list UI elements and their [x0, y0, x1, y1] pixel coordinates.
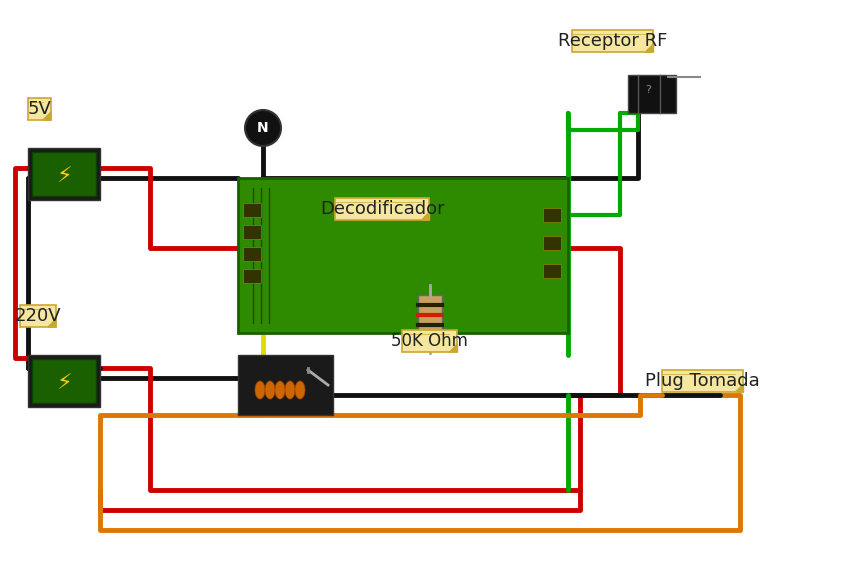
- FancyBboxPatch shape: [402, 330, 457, 352]
- Text: N: N: [257, 121, 269, 135]
- Ellipse shape: [265, 381, 275, 399]
- Text: 5V: 5V: [27, 100, 51, 118]
- Text: Decodificador: Decodificador: [320, 200, 444, 218]
- Polygon shape: [449, 344, 457, 352]
- FancyBboxPatch shape: [543, 236, 561, 250]
- FancyBboxPatch shape: [243, 203, 261, 217]
- FancyBboxPatch shape: [32, 359, 96, 403]
- Circle shape: [245, 110, 281, 146]
- FancyBboxPatch shape: [20, 305, 56, 327]
- Polygon shape: [43, 112, 51, 120]
- Text: Receptor RF: Receptor RF: [558, 32, 668, 50]
- FancyBboxPatch shape: [243, 269, 261, 283]
- Text: Plug Tomada: Plug Tomada: [645, 372, 760, 390]
- FancyBboxPatch shape: [243, 225, 261, 239]
- FancyBboxPatch shape: [243, 247, 261, 261]
- Text: 50K Ohm: 50K Ohm: [391, 332, 468, 350]
- FancyBboxPatch shape: [32, 152, 96, 196]
- FancyBboxPatch shape: [28, 148, 100, 200]
- FancyBboxPatch shape: [543, 264, 561, 278]
- Text: ?: ?: [645, 85, 651, 95]
- FancyBboxPatch shape: [28, 355, 100, 407]
- FancyBboxPatch shape: [335, 198, 430, 220]
- FancyBboxPatch shape: [238, 355, 333, 415]
- FancyBboxPatch shape: [238, 178, 568, 333]
- Polygon shape: [48, 319, 56, 327]
- Text: 220V: 220V: [15, 307, 62, 325]
- FancyBboxPatch shape: [28, 98, 51, 120]
- Text: ⚡: ⚡: [56, 167, 72, 187]
- FancyBboxPatch shape: [628, 75, 676, 113]
- FancyBboxPatch shape: [662, 370, 744, 392]
- Polygon shape: [645, 44, 653, 52]
- Polygon shape: [735, 384, 744, 392]
- FancyBboxPatch shape: [572, 30, 653, 52]
- Ellipse shape: [275, 381, 285, 399]
- Text: ⚡: ⚡: [56, 374, 72, 394]
- Ellipse shape: [295, 381, 305, 399]
- FancyBboxPatch shape: [543, 208, 561, 222]
- FancyBboxPatch shape: [418, 295, 442, 340]
- Polygon shape: [421, 212, 430, 220]
- Ellipse shape: [285, 381, 295, 399]
- Ellipse shape: [255, 381, 265, 399]
